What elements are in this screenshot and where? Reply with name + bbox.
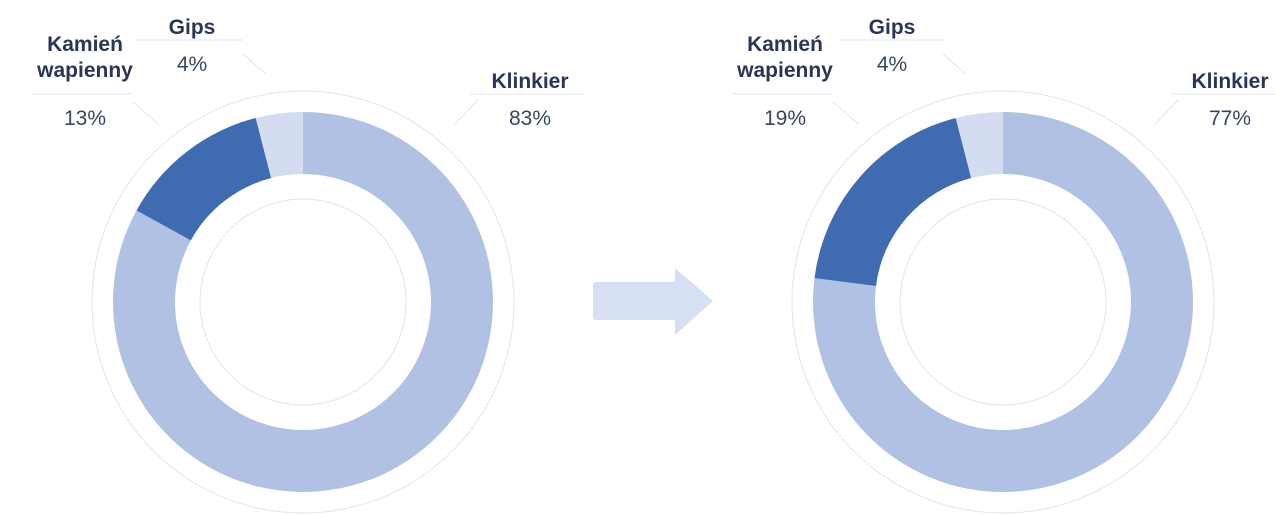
label-tick [454,99,479,125]
category-label: Gips [868,16,916,39]
inner-ring [199,198,407,406]
label-tick [942,53,967,75]
donut-slice [955,112,1003,179]
label-tick [1154,99,1179,125]
donut-slice [136,117,272,241]
outer-ring [91,90,515,514]
value-label: 19% [763,107,807,130]
category-label: Kamień wapienny [737,33,833,82]
label-tick [832,101,859,125]
donut-slice [112,112,493,492]
value-label: 4% [176,53,208,76]
value-label: 13% [63,107,107,130]
arrow [593,268,713,335]
label-tick [132,101,159,125]
value-label: 77% [1208,107,1252,130]
category-label: Klinkier [491,70,569,93]
donut-slice [255,112,303,179]
value-label: 83% [508,107,552,130]
donut-slice [812,112,1193,493]
category-label: Klinkier [1191,70,1269,93]
outer-ring [791,90,1215,514]
category-label: Kamień wapienny [37,33,133,82]
inner-ring [899,198,1107,406]
label-tick [242,53,267,75]
donut-slice [814,117,972,286]
category-label: Gips [168,16,216,39]
value-label: 4% [876,53,908,76]
